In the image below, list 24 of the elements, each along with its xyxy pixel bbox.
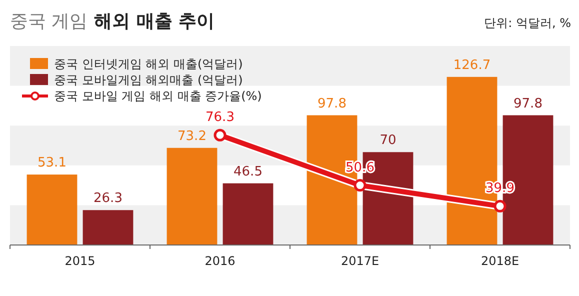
data-label: 97.8	[318, 96, 346, 112]
data-label: 73.2	[178, 128, 206, 144]
chart-title: 중국 게임 해외 매출 추이	[10, 11, 215, 32]
data-label: 53.1	[38, 156, 66, 171]
data-label: 76.3	[206, 110, 234, 126]
bar	[26, 174, 78, 245]
data-label: 97.8	[514, 96, 542, 112]
bar	[82, 210, 134, 245]
legend-label: 중국 모바일 게임 해외 매출 증가율(%)	[54, 89, 262, 103]
data-label: 46.5	[234, 164, 262, 180]
bar	[166, 148, 218, 245]
data-label: 126.7	[453, 58, 491, 73]
legend-label: 중국 모바일게임 해외매출 (억달러)	[54, 73, 243, 87]
data-label: 70	[380, 133, 396, 148]
bar	[222, 183, 274, 245]
x-tick-label: 2017E	[340, 254, 380, 268]
x-tick-label: 2018E	[480, 254, 520, 268]
data-label: 39.9	[486, 181, 514, 196]
text: 단위: 억달러, %	[484, 16, 571, 30]
data-label: 26.3	[94, 191, 122, 206]
x-tick-label: 2016	[204, 254, 236, 268]
x-tick-label: 2015	[64, 254, 96, 268]
legend-label: 중국 인터넷게임 해외 매출(억달러)	[54, 57, 243, 71]
data-label: 50.6	[346, 160, 374, 176]
